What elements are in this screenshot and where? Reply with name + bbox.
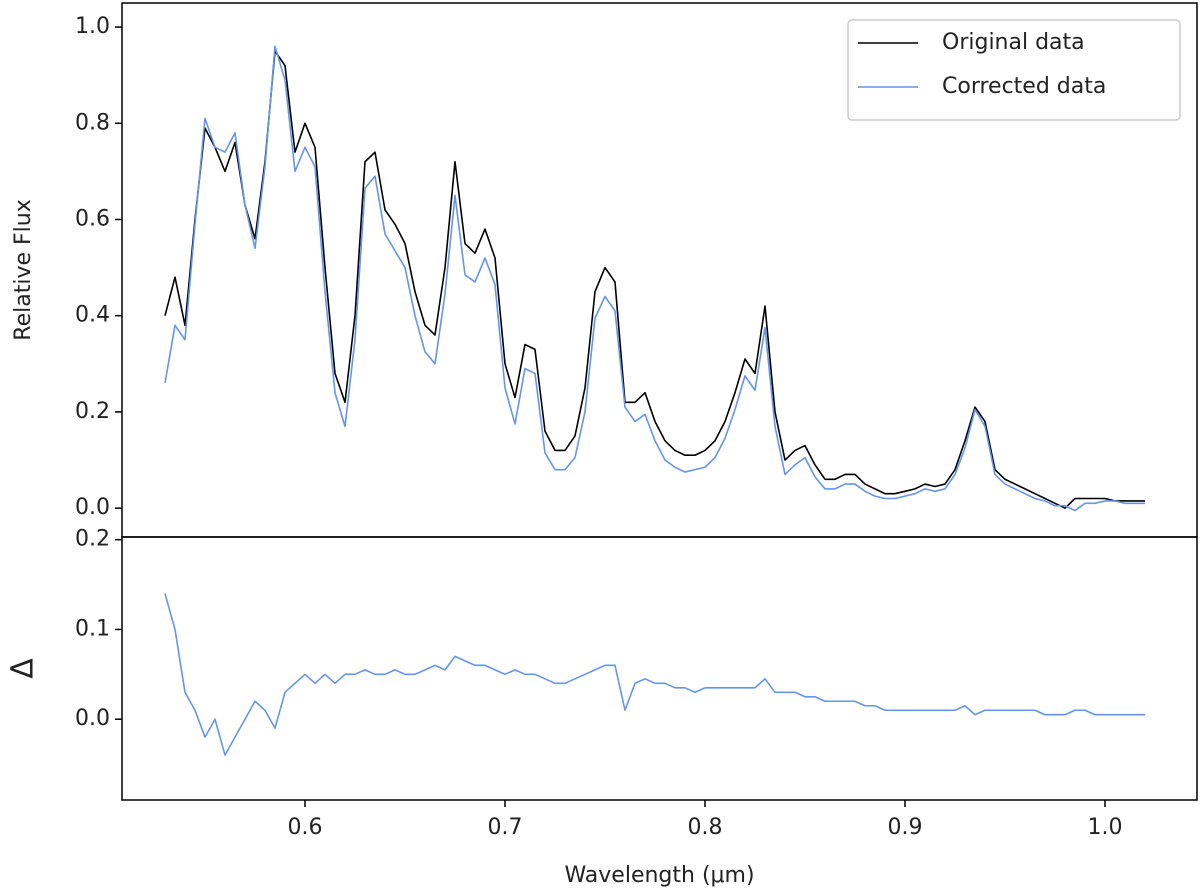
x-tick-label: 1.0 (1088, 815, 1123, 840)
y-tick-label: 1.0 (75, 14, 110, 39)
x-tick-label: 0.7 (488, 815, 523, 840)
y-tick-label: 0.0 (75, 495, 110, 520)
series-line (164, 593, 1145, 756)
y-tick-label: 0.2 (75, 527, 110, 552)
y-tick-label: 0.0 (75, 706, 110, 731)
x-tick-label: 0.8 (688, 815, 723, 840)
y-tick-label: 0.8 (75, 110, 110, 135)
legend-label: Corrected data (942, 74, 1106, 99)
series-line (164, 50, 1145, 509)
y-tick-label: 0.6 (75, 206, 110, 231)
legend-label: Original data (942, 30, 1085, 55)
y-tick-label: 0.1 (75, 616, 110, 641)
x-tick-label: 0.6 (288, 815, 323, 840)
x-tick-label: 0.9 (888, 815, 923, 840)
legend-box (847, 19, 1181, 121)
plot-frame (121, 536, 1198, 801)
series-line (164, 45, 1145, 512)
y-tick-label: 0.4 (75, 303, 110, 328)
x-axis-label: Wavelength (μm) (564, 863, 754, 888)
legend: Original data Corrected data (847, 19, 1181, 121)
y-axis-label: Δ (6, 658, 41, 679)
y-axis-label: Relative Flux (11, 199, 36, 340)
y-tick-label: 0.2 (75, 399, 110, 424)
